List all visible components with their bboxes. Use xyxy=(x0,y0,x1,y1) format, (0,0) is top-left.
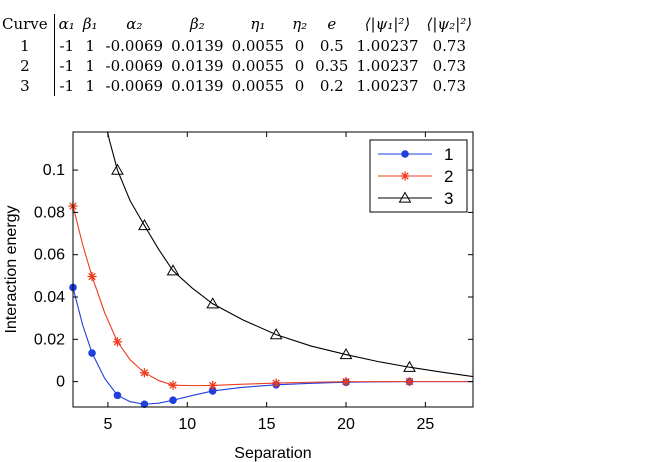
y-tick-label: 0.1 xyxy=(43,162,65,179)
table-cell: 1.00237 xyxy=(356,57,419,75)
y-tick-label: 0 xyxy=(56,374,65,391)
table-header: β₂ xyxy=(189,15,205,33)
table-cell: -0.0069 xyxy=(105,77,164,95)
table-cell: -1 xyxy=(59,57,75,75)
table-cell: -0.0069 xyxy=(105,37,164,55)
legend-marker-3 xyxy=(398,191,412,203)
legend-label-2: 2 xyxy=(444,167,453,186)
data-point-series-1 xyxy=(88,349,96,357)
data-point-series-2 xyxy=(139,368,150,378)
series-line-2 xyxy=(73,205,473,387)
legend-label-1: 1 xyxy=(444,145,453,164)
table-cell: 0.0055 xyxy=(231,77,285,95)
x-tick-label: 20 xyxy=(337,416,355,433)
data-point-series-2 xyxy=(341,377,351,387)
table-cell: 0.0139 xyxy=(171,57,224,75)
data-point-series-2 xyxy=(168,380,178,390)
table-cell: -1 xyxy=(59,37,75,55)
x-tick-label: 25 xyxy=(416,416,434,433)
y-axis-label: Interaction energy xyxy=(3,205,20,333)
x-tick-label: 10 xyxy=(178,416,196,433)
parameter-table: Curve α₁ β₁ α₂ β₂ η₁ η₂ e ⟨|ψ₁|²⟩ ⟨|ψ₂|²… xyxy=(2,14,476,96)
legend-label-3: 3 xyxy=(444,189,453,208)
table-cell: 3 xyxy=(2,76,55,96)
table-cell: 0.0139 xyxy=(171,77,224,95)
table-header: ⟨|ψ₂|²⟩ xyxy=(426,15,473,33)
data-point-series-2 xyxy=(112,337,123,347)
y-tick-label: 0.04 xyxy=(34,289,65,306)
table-cell: 0 xyxy=(294,77,305,95)
data-point-series-3 xyxy=(206,297,220,309)
legend: 1 2 3 xyxy=(369,139,468,213)
legend-marker-1 xyxy=(401,150,409,158)
table-cell: 1 xyxy=(85,57,95,75)
table-row: 1 -1 1 -0.0069 0.0139 0.0055 0 0.5 1.002… xyxy=(2,36,476,56)
table-cell: 0.73 xyxy=(432,37,467,55)
table-cell: -1 xyxy=(59,77,75,95)
data-point-series-3 xyxy=(403,360,416,372)
y-tick-label: 0.02 xyxy=(34,331,65,348)
data-point-series-3 xyxy=(269,328,283,340)
axes-frame xyxy=(72,131,474,408)
table-cell: 0 xyxy=(294,57,305,75)
table-cell: 1 xyxy=(2,36,55,56)
x-tick-label: 15 xyxy=(258,416,276,433)
data-point-series-3 xyxy=(138,218,151,231)
table-header: η₂ xyxy=(292,15,308,33)
table-cell: 0.73 xyxy=(432,57,467,75)
table-cell: 0.0055 xyxy=(231,57,285,75)
data-point-series-1 xyxy=(169,396,177,405)
table-row: 3 -1 1 -0.0069 0.0139 0.0055 0 0.2 1.002… xyxy=(2,76,476,96)
table-cell: 1 xyxy=(85,37,95,55)
data-point-series-2 xyxy=(404,377,415,387)
data-point-series-1 xyxy=(140,400,149,409)
table-row: 2 -1 1 -0.0069 0.0139 0.0055 0 0.35 1.00… xyxy=(2,56,476,76)
table-cell: 2 xyxy=(2,56,55,76)
table-header: β₁ xyxy=(82,15,98,33)
x-tick-label: 5 xyxy=(103,416,112,433)
legend-marker-2 xyxy=(400,171,410,181)
series-line-1 xyxy=(73,287,473,405)
table-header: e xyxy=(327,15,337,33)
table-cell: 0.35 xyxy=(315,57,349,75)
table-header: α₁ xyxy=(58,15,75,33)
data-point-series-2 xyxy=(271,378,281,388)
marker-layer xyxy=(68,163,416,409)
table-cell: 1.00237 xyxy=(356,37,419,55)
table-cell: 1.00237 xyxy=(356,77,419,95)
table-header: Curve xyxy=(2,14,55,36)
curve-layer xyxy=(73,132,473,405)
y-tick-label: 0.08 xyxy=(34,204,65,221)
series-line-3 xyxy=(106,132,473,378)
table-cell: 0 xyxy=(294,37,305,55)
table-cell: 1 xyxy=(85,77,95,95)
table-cell: -0.0069 xyxy=(105,57,164,75)
data-point-series-3 xyxy=(339,348,353,360)
data-point-series-2 xyxy=(87,271,97,282)
table-cell: 0.73 xyxy=(432,77,467,95)
x-axis-label: Separation xyxy=(234,445,311,462)
table-header: α₂ xyxy=(126,15,143,33)
table-header-row: Curve α₁ β₁ α₂ β₂ η₁ η₂ e ⟨|ψ₁|²⟩ ⟨|ψ₂|²… xyxy=(2,14,476,36)
data-point-series-2 xyxy=(208,380,218,391)
tick-layer: 5 10 15 20 25 0 0.02 0.04 0.06 0.08 0.1 xyxy=(34,132,473,433)
table-header: η₁ xyxy=(250,15,266,33)
table-cell: 0.0139 xyxy=(171,37,224,55)
table-header: ⟨|ψ₁|²⟩ xyxy=(364,15,411,33)
data-point-series-1 xyxy=(113,391,122,400)
table-cell: 0.0055 xyxy=(231,37,285,55)
data-point-series-3 xyxy=(166,264,180,276)
table-cell: 0.5 xyxy=(319,37,344,55)
data-point-series-3 xyxy=(111,163,124,175)
table-cell: 0.2 xyxy=(319,77,344,95)
y-tick-label: 0.06 xyxy=(34,247,65,264)
